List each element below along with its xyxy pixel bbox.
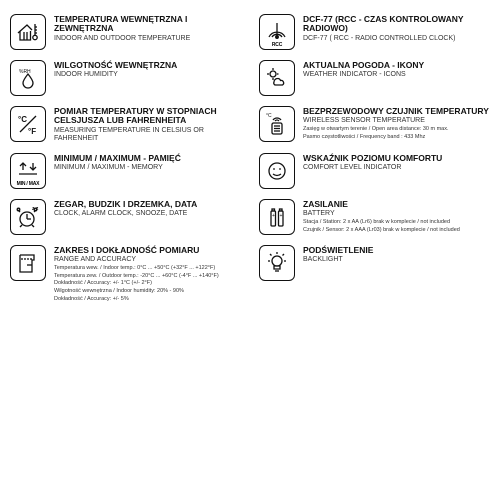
minmax-icon: MIN / MAX <box>10 153 46 189</box>
feature-title-pl: TEMPERATURA WEWNĘTRZNA I ZEWNĘTRZNA <box>54 15 241 34</box>
feature-text: DCF-77 (RCC - CZAS KONTROLOWANY RADIOWO)… <box>303 14 490 43</box>
feature-detail: Wilgotność wewnętrzna / Indoor humidity:… <box>54 288 241 295</box>
svg-text:+: + <box>272 213 275 219</box>
feature-detail: Temperatura wew. / Indoor temp.: 0°C ...… <box>54 265 241 272</box>
wireless-icon: °C <box>259 106 295 142</box>
battery-icon: ++ <box>259 199 295 235</box>
svg-text:°C: °C <box>266 113 272 119</box>
feature-item: °C BEZPRZEWODOWY CZUJNIK TEMPERATURYWIRE… <box>259 106 490 143</box>
feature-title-en: COMFORT LEVEL INDICATOR <box>303 164 490 172</box>
feature-title-pl: BEZPRZEWODOWY CZUJNIK TEMPERATURY <box>303 107 490 116</box>
feature-title-en: BACKLIGHT <box>303 256 490 264</box>
feature-grid: TEMPERATURA WEWNĘTRZNA I ZEWNĘTRZNAINDOO… <box>10 14 490 302</box>
feature-item: PODŚWIETLENIEBACKLIGHT <box>259 245 490 302</box>
feature-text: WSKAŹNIK POZIOMU KOMFORTUCOMFORT LEVEL I… <box>303 153 490 172</box>
feature-text: BEZPRZEWODOWY CZUJNIK TEMPERATURYWIRELES… <box>303 106 490 141</box>
feature-item: ZAKRES I DOKŁADNOŚĆ POMIARURANGE AND ACC… <box>10 245 241 302</box>
feature-title-en: MINIMUM / MAXIMUM - MEMORY <box>54 164 241 172</box>
feature-text: TEMPERATURA WEWNĘTRZNA I ZEWNĘTRZNAINDOO… <box>54 14 241 43</box>
feature-item: z z ZEGAR, BUDZIK I DRZEMKA, DATACLOCK, … <box>10 199 241 235</box>
cf-icon: °C °F <box>10 106 46 142</box>
feature-title-pl: AKTUALNA POGODA - IKONY <box>303 61 490 70</box>
feature-item: TEMPERATURA WEWNĘTRZNA I ZEWNĘTRZNAINDOO… <box>10 14 241 50</box>
humidity-icon: %RH <box>10 60 46 96</box>
svg-text:°C: °C <box>18 115 27 124</box>
feature-text: PODŚWIETLENIEBACKLIGHT <box>303 245 490 264</box>
feature-detail: Zasięg w otwartym terenie / Open area di… <box>303 126 490 133</box>
icon-caption: MIN / MAX <box>17 181 40 187</box>
feature-title-en: RANGE AND ACCURACY <box>54 256 241 264</box>
feature-detail: Pasmo częstotliwości / Frequency band : … <box>303 134 490 141</box>
feature-item: MIN / MAX MINIMUM / MAXIMUM - PAMIĘĆMINIM… <box>10 153 241 189</box>
feature-title-en: CLOCK, ALARM CLOCK, SNOOZE, DATE <box>54 210 241 218</box>
feature-title-pl: DCF-77 (RCC - CZAS KONTROLOWANY RADIOWO) <box>303 15 490 34</box>
feature-title-en: WIRELESS SENSOR TEMPERATURE <box>303 117 490 125</box>
feature-title-pl: WSKAŹNIK POZIOMU KOMFORTU <box>303 154 490 163</box>
feature-text: MINIMUM / MAXIMUM - PAMIĘĆMINIMUM / MAXI… <box>54 153 241 172</box>
feature-item: AKTUALNA POGODA - IKONYWEATHER INDICATOR… <box>259 60 490 96</box>
feature-title-pl: POMIAR TEMPERATURY W STOPNIACH CELSJUSZA… <box>54 107 241 126</box>
rcc-icon: RCC <box>259 14 295 50</box>
feature-title-pl: ZEGAR, BUDZIK I DRZEMKA, DATA <box>54 200 241 209</box>
feature-text: AKTUALNA POGODA - IKONYWEATHER INDICATOR… <box>303 60 490 79</box>
house-thermo-icon <box>10 14 46 50</box>
feature-title-pl: ZASILANIE <box>303 200 490 209</box>
feature-title-en: BATTERY <box>303 210 490 218</box>
alarm-icon: z z <box>10 199 46 235</box>
feature-item: ++ ZASILANIEBATTERYStacja / Station: 2 x… <box>259 199 490 235</box>
feature-text: ZASILANIEBATTERYStacja / Station: 2 x AA… <box>303 199 490 234</box>
feature-item: %RH WILGOTNOŚĆ WEWNĘTRZNAINDOOR HUMIDITY <box>10 60 241 96</box>
weather-icon <box>259 60 295 96</box>
feature-item: °C °F POMIAR TEMPERATURY W STOPNIACH CEL… <box>10 106 241 143</box>
feature-text: POMIAR TEMPERATURY W STOPNIACH CELSJUSZA… <box>54 106 241 143</box>
svg-text:+: + <box>280 213 283 219</box>
feature-title-en: MEASURING TEMPERATURE IN CELSIUS OR FAHR… <box>54 127 241 143</box>
feature-detail: Stacja / Station: 2 x AA (Lr6) brak w ko… <box>303 219 490 226</box>
feature-title-pl: WILGOTNOŚĆ WEWNĘTRZNA <box>54 61 241 70</box>
feature-title-en: WEATHER INDICATOR - ICONS <box>303 71 490 79</box>
svg-text:°F: °F <box>28 127 36 136</box>
icon-caption: RCC <box>272 42 282 48</box>
feature-title-pl: MINIMUM / MAXIMUM - PAMIĘĆ <box>54 154 241 163</box>
feature-title-en: INDOOR AND OUTDOOR TEMPERATURE <box>54 35 241 43</box>
feature-detail: Temperatura zew. / Outdoor temp.: -20°C … <box>54 273 241 280</box>
feature-item: RCC DCF-77 (RCC - CZAS KONTROLOWANY RADIO… <box>259 14 490 50</box>
comfort-icon <box>259 153 295 189</box>
feature-detail: Dokładność / Accuracy: +/- 5% <box>54 296 241 303</box>
feature-text: WILGOTNOŚĆ WEWNĘTRZNAINDOOR HUMIDITY <box>54 60 241 79</box>
feature-item: WSKAŹNIK POZIOMU KOMFORTUCOMFORT LEVEL I… <box>259 153 490 189</box>
backlight-icon <box>259 245 295 281</box>
feature-detail: Dokładność / Accuracy: +/- 1°C (+/- 2°F) <box>54 280 241 287</box>
feature-title-en: INDOOR HUMIDITY <box>54 71 241 79</box>
feature-text: ZAKRES I DOKŁADNOŚĆ POMIARURANGE AND ACC… <box>54 245 241 302</box>
feature-title-pl: ZAKRES I DOKŁADNOŚĆ POMIARU <box>54 246 241 255</box>
feature-text: ZEGAR, BUDZIK I DRZEMKA, DATACLOCK, ALAR… <box>54 199 241 218</box>
feature-title-en: DCF-77 ( RCC - RADIO CONTROLLED CLOCK) <box>303 35 490 43</box>
feature-title-pl: PODŚWIETLENIE <box>303 246 490 255</box>
svg-text:z z: z z <box>32 206 39 212</box>
feature-detail: Czujnik / Sensor: 2 x AAA (Lr03) brak w … <box>303 227 490 234</box>
range-icon <box>10 245 46 281</box>
svg-text:%RH: %RH <box>19 69 31 75</box>
